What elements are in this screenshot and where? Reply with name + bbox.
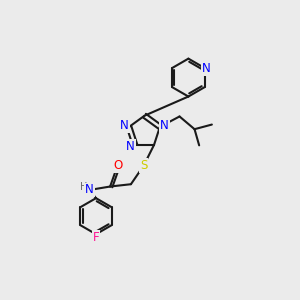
Text: N: N	[160, 119, 169, 132]
Text: O: O	[114, 159, 123, 172]
Text: H: H	[80, 182, 87, 192]
Text: N: N	[120, 119, 129, 132]
Text: N: N	[202, 61, 210, 75]
Text: N: N	[85, 184, 94, 196]
Text: F: F	[93, 231, 99, 244]
Text: S: S	[140, 159, 147, 172]
Text: N: N	[126, 140, 135, 153]
